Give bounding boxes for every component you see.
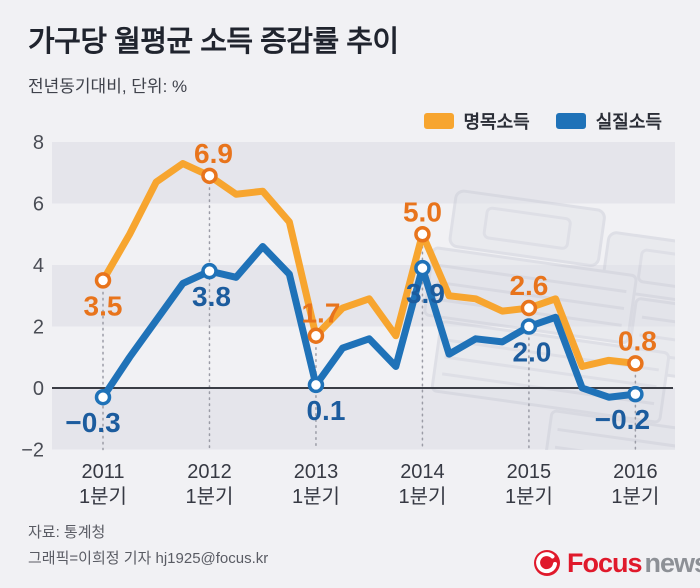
data-point-marker: [520, 299, 538, 317]
data-point-label: 0.8: [618, 325, 657, 356]
x-axis-quarter-label: 1분기: [292, 485, 340, 508]
x-axis-year-label: 2012: [187, 461, 232, 483]
data-point-label: 3.9: [406, 278, 445, 309]
data-point-marker: [201, 167, 218, 185]
real-income-swatch: [555, 113, 586, 129]
x-axis-quarter-label: 1분기: [398, 485, 446, 508]
data-point-marker: [627, 385, 644, 403]
legend: 명목소득 실질소득: [423, 108, 662, 134]
page-title: 가구당 월평균 소득 증감률 추이: [28, 26, 399, 58]
data-point-marker: [414, 259, 431, 277]
data-point-label: 5.0: [403, 196, 442, 227]
legend-label-real: 실질소득: [595, 112, 662, 132]
y-axis-label: 8: [33, 132, 44, 154]
x-axis-year-label: 2013: [294, 461, 339, 483]
grid-band: [52, 142, 675, 204]
x-axis-quarter-label: 1분기: [611, 485, 659, 508]
x-axis-quarter-label: 1분기: [79, 485, 127, 508]
chart-svg: 3.5 6.9 1.7 5.0 2.6 0.8 −0.3 3.8 0.1 3.9 2.0 −0.2 8 6…: [21, 132, 675, 508]
y-axis-label: 4: [33, 255, 44, 277]
nominal-income-line: [99, 160, 639, 370]
data-point-label: 2.0: [512, 337, 551, 368]
data-point-marker: [520, 318, 538, 335]
x-axis-year-label: 2015: [507, 461, 552, 483]
data-point-marker: [94, 272, 112, 289]
data-point-label: −0.2: [595, 404, 650, 435]
data-point-label: 6.9: [194, 138, 233, 169]
data-point-marker: [201, 262, 218, 280]
focus-swirl-icon: [534, 550, 560, 576]
nominal-income-swatch: [423, 113, 454, 129]
data-point-marker: [414, 226, 431, 243]
logo-text-focus: Focus: [567, 547, 643, 578]
data-point-marker: [307, 376, 325, 394]
x-axis-year-label: 2014: [400, 461, 445, 483]
data-point-label: 3.8: [192, 281, 231, 312]
y-axis-label: 2: [33, 317, 44, 339]
data-point-label: 2.6: [509, 270, 548, 301]
x-axis-year-label: 2011: [81, 461, 124, 483]
y-axis-label: 6: [33, 194, 44, 216]
source-text: 자료: 통계청: [28, 524, 106, 541]
x-axis-year-label: 2016: [613, 461, 658, 483]
data-point-label: 0.1: [306, 395, 345, 426]
data-point-label: 1.7: [301, 298, 340, 329]
real-income-line: [99, 243, 639, 401]
x-axis-quarter-label: 1분기: [186, 485, 234, 508]
data-point-label: −0.3: [65, 407, 120, 438]
money-stack-watermark: [423, 189, 675, 450]
data-point-marker: [307, 327, 325, 344]
data-point-marker: [94, 388, 112, 406]
logo-text-news: news: [644, 547, 700, 578]
chart-subtitle: 전년동기대비, 단위: %: [28, 77, 188, 96]
y-axis-label: −2: [21, 440, 44, 462]
x-axis-quarter-label: 1분기: [505, 485, 553, 508]
legend-item-real: 실질소득: [555, 108, 662, 134]
data-point-marker: [627, 355, 644, 372]
legend-item-nominal: 명목소득: [423, 108, 530, 134]
y-axis-label: 0: [33, 378, 44, 400]
legend-label-nominal: 명목소득: [463, 112, 530, 132]
focus-news-logo: Focus news: [532, 545, 700, 581]
data-point-label: 3.5: [84, 290, 123, 321]
credit-text: 그래픽=이희정 기자 hj1925@focus.kr: [28, 550, 269, 567]
